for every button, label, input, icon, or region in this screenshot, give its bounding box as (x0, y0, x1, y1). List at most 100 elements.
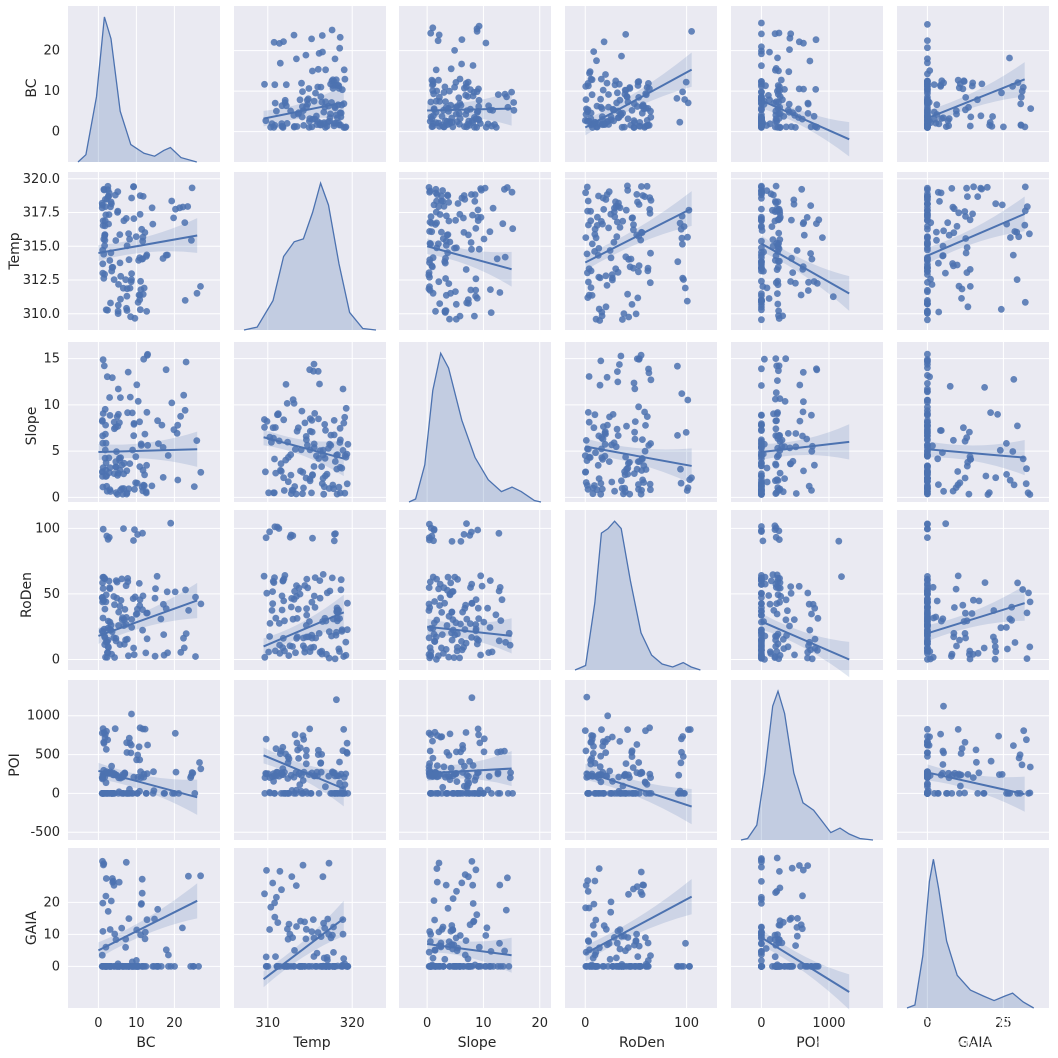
scatter-point (116, 419, 123, 427)
scatter-point (343, 626, 351, 634)
scatter-point (636, 123, 644, 130)
scatter-point (758, 878, 765, 885)
panel-background (897, 510, 1049, 670)
scatter-point (155, 963, 162, 970)
scatter-point (191, 790, 199, 797)
scatter-point (286, 642, 294, 650)
scatter-point (807, 250, 814, 257)
scatter-point (631, 418, 639, 425)
scatter-point (683, 487, 691, 494)
scatter-point (445, 280, 453, 287)
scatter-point (426, 228, 433, 235)
scatter-point (466, 620, 474, 627)
scatter-point (293, 739, 301, 747)
scatter-point (506, 774, 514, 782)
scatter-point (758, 205, 765, 213)
scatter-point (434, 732, 441, 739)
watermark: @稀土掘金技术社区 https://blog.csdn.net/zhebushi… (815, 1012, 1052, 1051)
scatter-point (1019, 586, 1027, 593)
scatter-point (806, 57, 814, 65)
scatter-point (320, 490, 328, 498)
scatter-point (682, 78, 690, 86)
scatter-point (132, 233, 140, 241)
scatter-point (980, 644, 988, 652)
scatter-point (433, 762, 441, 769)
scatter-point (591, 877, 599, 885)
scatter-point (304, 95, 312, 103)
scatter-point (448, 538, 456, 545)
scatter-point (924, 790, 931, 797)
scatter-point (758, 472, 765, 480)
scatter-point (609, 411, 617, 418)
scatter-point (109, 790, 116, 797)
scatter-point (308, 631, 316, 639)
scatter-point (498, 596, 506, 604)
regression-ci-band (927, 196, 1025, 264)
scatter-point (924, 534, 931, 541)
scatter-point (638, 467, 646, 474)
scatter-point (758, 653, 765, 660)
scatter-point (758, 594, 765, 601)
scatter-point (293, 55, 300, 63)
scatter-point (474, 604, 482, 612)
scatter-point (456, 100, 464, 107)
scatter-point (105, 454, 113, 462)
scatter-point (592, 449, 599, 457)
scatter-point (197, 468, 205, 476)
scatter-point (154, 905, 162, 913)
scatter-point (620, 310, 628, 317)
scatter-point (1021, 183, 1029, 191)
scatter-point (168, 197, 176, 205)
scatter-point (104, 649, 112, 657)
scatter-point (138, 875, 146, 883)
scatter-point (293, 634, 300, 642)
scatter-point (278, 886, 285, 894)
scatter-point (803, 435, 811, 443)
scatter-point (290, 123, 298, 131)
scatter-point (964, 771, 972, 778)
scatter-point (924, 350, 931, 358)
scatter-point (190, 963, 198, 970)
scatter-point (289, 396, 297, 404)
scatter-point (282, 81, 290, 89)
scatter-point (275, 620, 283, 627)
scatter-point (924, 316, 931, 324)
scatter-point (800, 231, 808, 239)
regression-ci-band (427, 91, 512, 126)
scatter-point (684, 233, 691, 241)
regression-line (427, 625, 512, 637)
scatter-point (171, 729, 179, 737)
scatter-point (583, 183, 591, 191)
scatter-point (774, 263, 782, 271)
regression-line (584, 770, 692, 808)
scatter-point (589, 922, 597, 929)
scatter-point (480, 235, 488, 243)
scatter-point (330, 431, 338, 439)
kde-line (906, 859, 1035, 1009)
scatter-point (775, 229, 783, 237)
scatter-point (131, 526, 138, 533)
scatter-point (963, 244, 971, 251)
scatter-point (582, 904, 589, 912)
scatter-point (774, 300, 782, 308)
scatter-point (448, 629, 455, 637)
scatter-point (584, 197, 592, 205)
scatter-point (299, 103, 306, 111)
scatter-point (433, 865, 441, 872)
scatter-point (168, 399, 176, 407)
regression-line (584, 68, 693, 129)
scatter-point (469, 211, 476, 219)
scatter-point (143, 461, 151, 469)
regression-ci-band (585, 191, 692, 271)
scatter-point (266, 633, 273, 640)
scatter-point (785, 100, 793, 108)
scatter-point (776, 469, 784, 477)
scatter-point (176, 204, 184, 212)
scatter-point (477, 572, 485, 580)
scatter-point (150, 787, 158, 794)
scatter-point (758, 382, 765, 389)
scatter-point (476, 739, 484, 747)
scatter-point (938, 115, 945, 122)
